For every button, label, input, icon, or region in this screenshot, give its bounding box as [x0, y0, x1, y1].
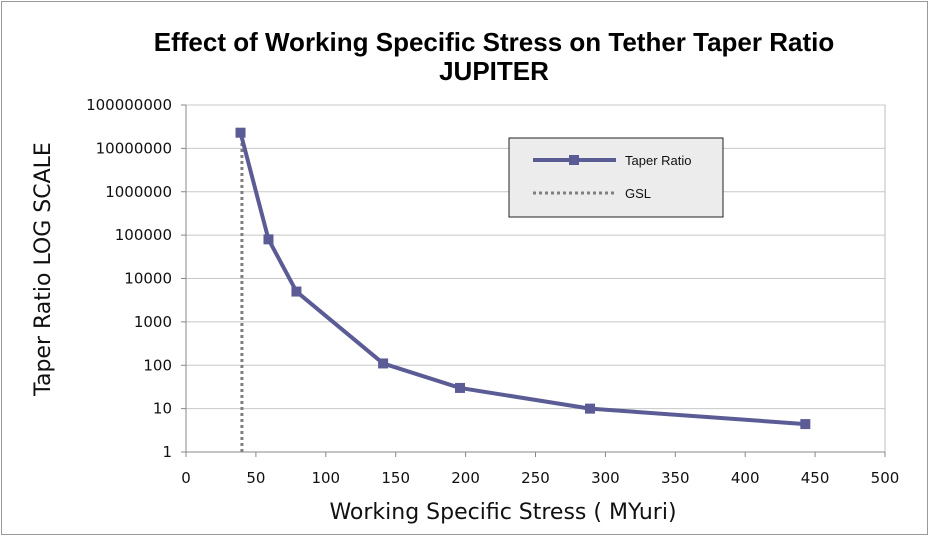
x-tick-label: 500 [871, 469, 900, 487]
x-tick-label: 250 [521, 469, 550, 487]
x-tick-label: 300 [591, 469, 620, 487]
y-tick-label: 10000 [124, 270, 172, 288]
x-axis-title: Working Specific Stress ( MYuri) [329, 500, 676, 525]
y-tick-label: 10 [153, 400, 172, 418]
x-tick-label: 200 [451, 469, 480, 487]
x-tick-label: 50 [246, 469, 265, 487]
x-tick-label: 450 [801, 469, 830, 487]
chart-subtitle: JUPITER [439, 56, 549, 86]
gridlines [186, 104, 885, 453]
y-tick-label: 1 [162, 443, 172, 461]
x-tick-label: 100 [311, 469, 340, 487]
y-axis-title: Taper Ratio LOG SCALE [31, 142, 56, 397]
y-tick-label: 100000000 [86, 96, 172, 114]
y-tick-label: 1000000 [105, 183, 172, 201]
chart-title: Effect of Working Specific Stress on Tet… [154, 27, 834, 57]
legend-gsl-label: GSL [625, 186, 651, 201]
taper-ratio-point [263, 234, 274, 245]
x-tick-label: 400 [731, 469, 760, 487]
taper-ratio-point [455, 382, 466, 393]
x-tick-label: 350 [661, 469, 690, 487]
y-tick-label: 100 [143, 356, 172, 374]
legend-box [508, 137, 724, 218]
taper-ratio-point [291, 286, 302, 297]
taper-ratio-point [378, 358, 389, 369]
taper-ratio-point [585, 403, 596, 414]
taper-ratio-point [800, 419, 811, 430]
legend: Taper Ratio GSL [508, 137, 724, 218]
y-tick-label: 10000000 [96, 139, 172, 157]
y-tick-labels: 1 10 100 1000 10000 100000 1000000 10000000 1000… [86, 96, 186, 461]
legend-taper-label: Taper Ratio [625, 153, 691, 168]
legend-taper-marker [569, 155, 579, 165]
y-tick-label: 1000 [134, 313, 172, 331]
x-tick-label: 0 [181, 469, 191, 487]
x-tick-labels: 0 50 100 150 200 250 300 350 400 450 500 [181, 452, 899, 487]
x-tick-label: 150 [381, 469, 410, 487]
series-layer [235, 127, 811, 452]
taper-ratio-point [235, 127, 246, 138]
y-tick-label: 100000 [115, 226, 172, 244]
